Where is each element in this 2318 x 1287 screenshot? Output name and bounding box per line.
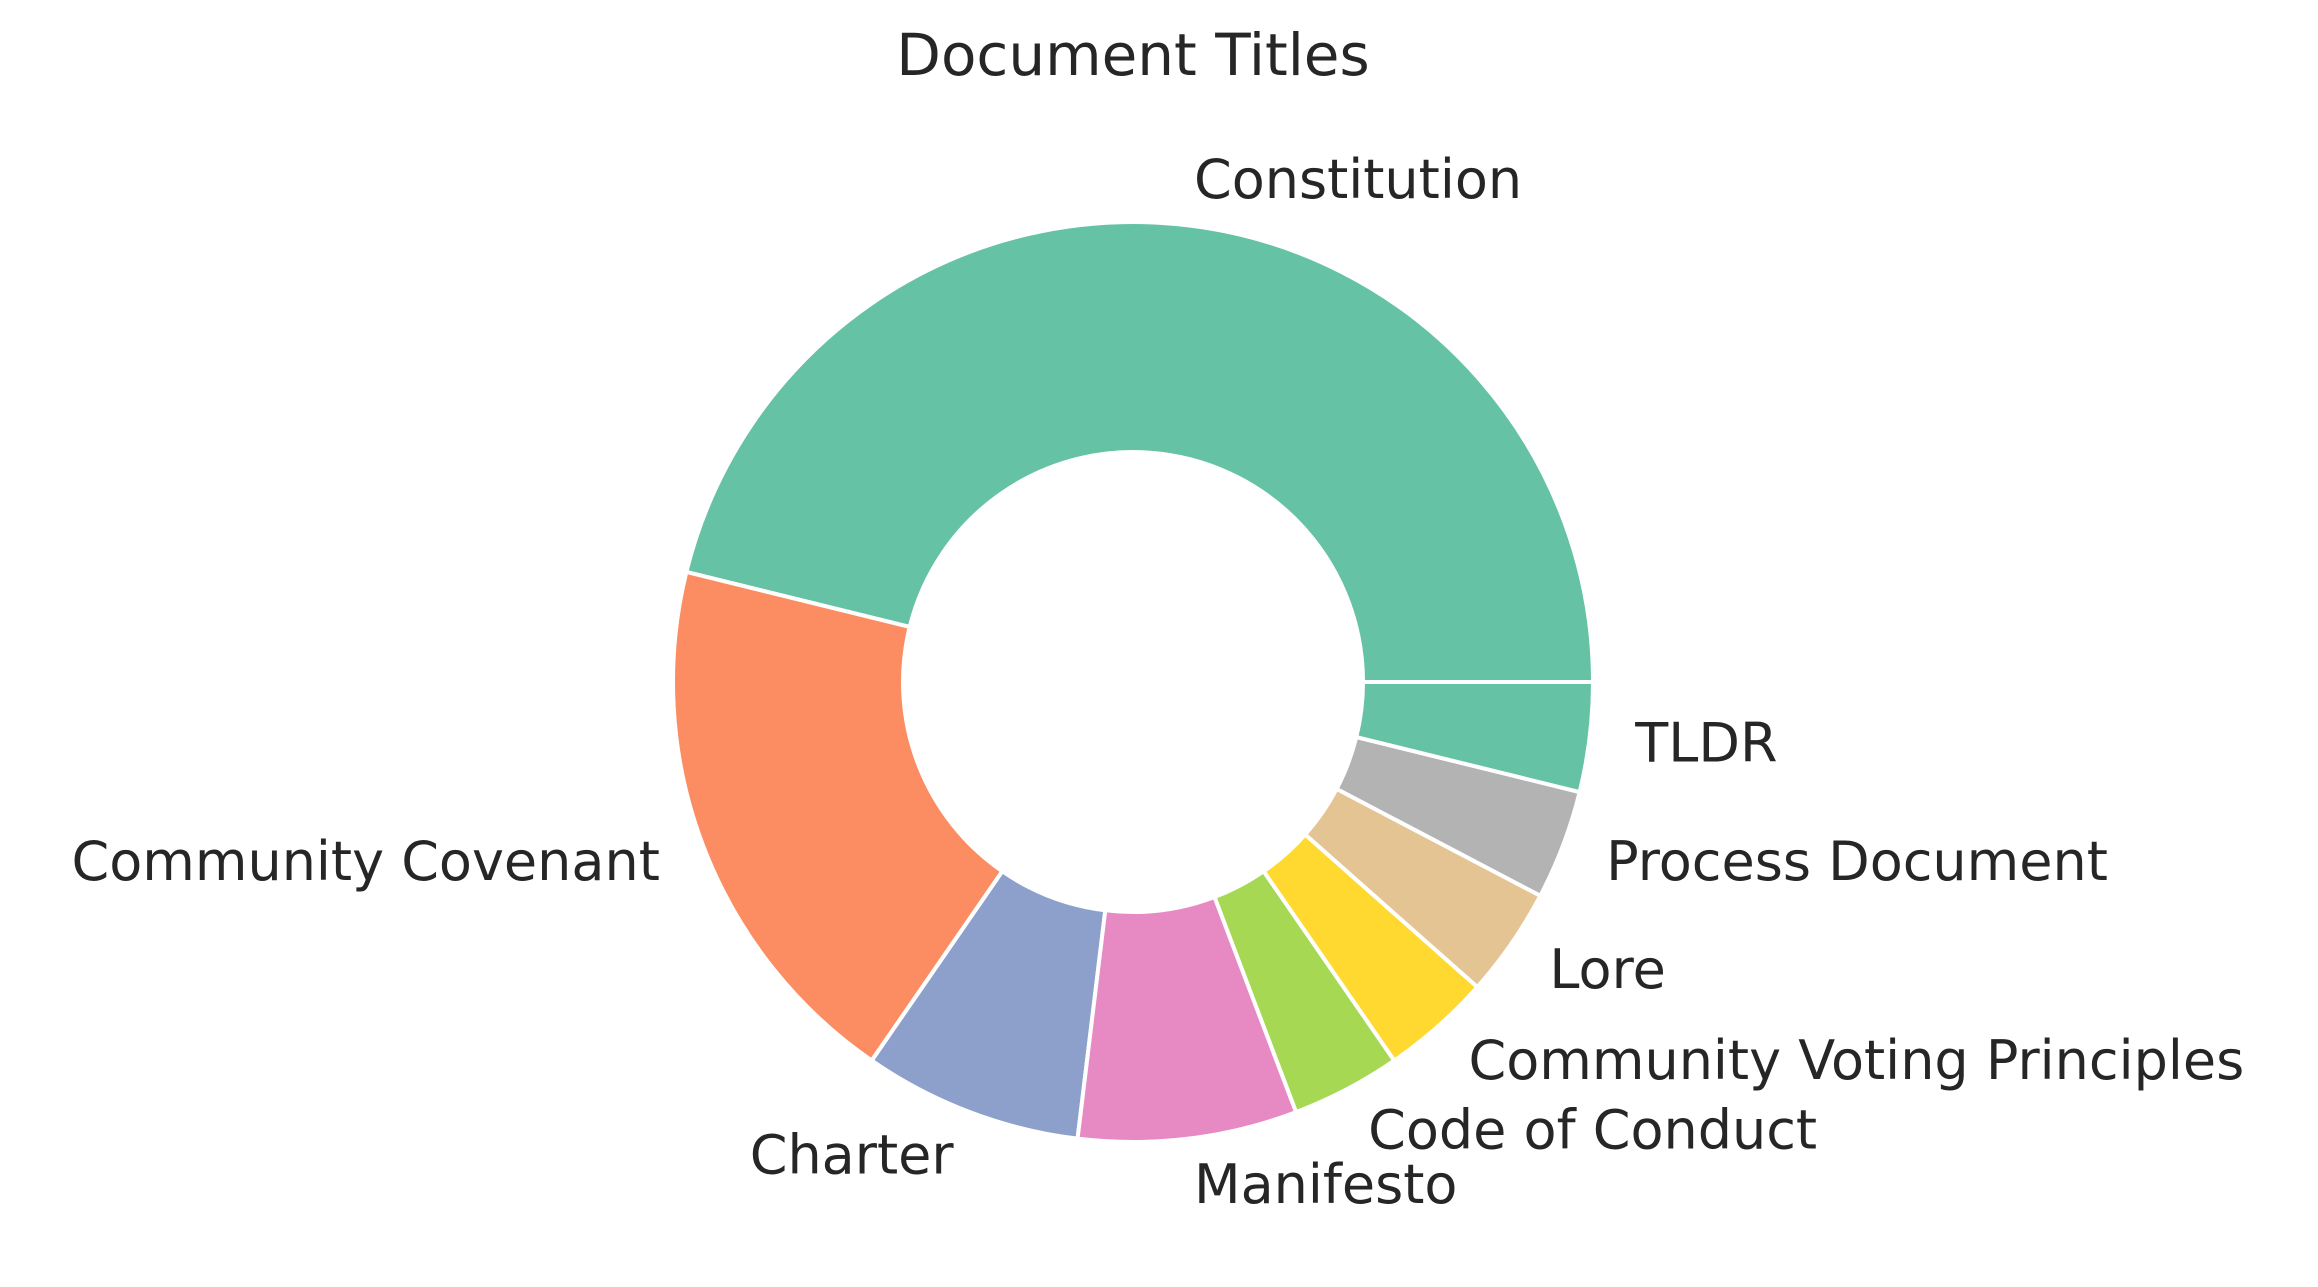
label-tldr: TLDR	[1634, 711, 1777, 774]
label-community-covenant: Community Covenant	[72, 830, 660, 893]
label-charter: Charter	[750, 1124, 955, 1187]
labels-group: Constitution Community Covenant Charter Man…	[72, 148, 2245, 1216]
label-manifesto: Manifesto	[1194, 1153, 1458, 1216]
slice-constitution	[684, 220, 1595, 684]
label-lore: Lore	[1549, 938, 1665, 1001]
slice-tldr	[1354, 680, 1595, 795]
label-process-document: Process Document	[1606, 830, 2108, 893]
slices-group	[671, 220, 1595, 1144]
label-constitution: Constitution	[1194, 148, 1522, 211]
label-code-of-conduct: Code of Conduct	[1368, 1099, 1817, 1162]
label-community-voting-principles: Community Voting Principles	[1469, 1029, 2245, 1092]
chart-title: Document Titles	[896, 21, 1369, 89]
slice-community-covenant	[671, 569, 1005, 1063]
